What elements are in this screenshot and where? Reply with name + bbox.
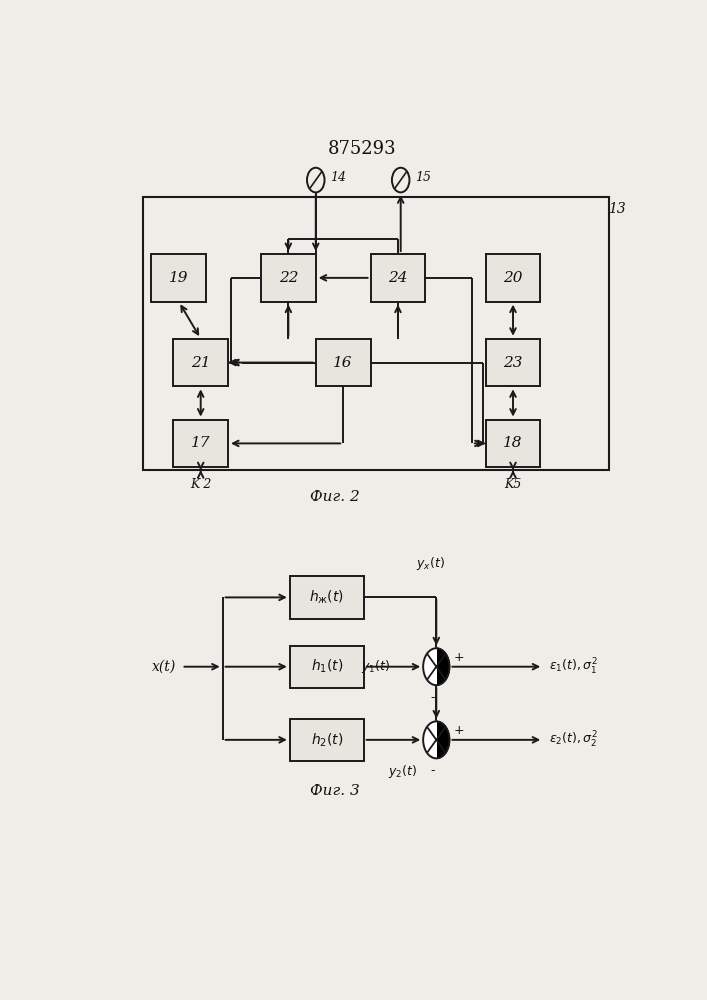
Text: 21: 21	[191, 356, 211, 370]
Text: $h_1(t)$: $h_1(t)$	[310, 658, 343, 675]
Text: 19: 19	[169, 271, 189, 285]
Text: 22: 22	[279, 271, 298, 285]
Polygon shape	[436, 648, 450, 685]
Text: $y_2(t)$: $y_2(t)$	[388, 763, 418, 780]
Text: 15: 15	[415, 171, 431, 184]
Text: +: +	[454, 651, 464, 664]
Bar	[316, 339, 370, 386]
Bar	[290, 646, 363, 688]
Text: 23: 23	[503, 356, 522, 370]
Text: K 2: K 2	[190, 478, 211, 491]
Text: K5: K5	[504, 478, 522, 491]
Bar	[370, 254, 426, 302]
Bar	[173, 420, 228, 467]
Text: $y_x(t)$: $y_x(t)$	[416, 555, 445, 572]
Polygon shape	[423, 721, 436, 758]
Text: $y_1(t)$: $y_1(t)$	[361, 658, 390, 675]
Bar	[486, 254, 540, 302]
Text: 20: 20	[503, 271, 522, 285]
Text: 14: 14	[330, 171, 346, 184]
Polygon shape	[436, 721, 450, 758]
Bar	[290, 719, 363, 761]
Bar	[486, 339, 540, 386]
Text: $h_\mathit{\text{ж}}(t)$: $h_\mathit{\text{ж}}(t)$	[309, 589, 344, 606]
Text: 18: 18	[503, 436, 522, 450]
Text: x(t): x(t)	[152, 660, 176, 674]
Text: 17: 17	[191, 436, 211, 450]
Bar	[151, 254, 206, 302]
Text: 13: 13	[608, 202, 626, 216]
Polygon shape	[423, 648, 436, 685]
Text: -: -	[430, 691, 435, 704]
Text: 875293: 875293	[328, 140, 397, 158]
Bar	[486, 420, 540, 467]
Text: Фиг. 2: Фиг. 2	[310, 490, 360, 504]
Bar	[290, 576, 363, 619]
Text: 16: 16	[334, 356, 353, 370]
Text: -: -	[430, 764, 435, 777]
Text: Фиг. 3: Фиг. 3	[310, 784, 360, 798]
Text: $\varepsilon_2(t),\sigma_2^2$: $\varepsilon_2(t),\sigma_2^2$	[549, 730, 597, 750]
Bar	[173, 339, 228, 386]
Text: +: +	[454, 724, 464, 737]
Text: $h_2(t)$: $h_2(t)$	[310, 731, 343, 749]
Bar	[261, 254, 316, 302]
Text: 24: 24	[388, 271, 408, 285]
Bar	[144, 197, 609, 470]
Text: $\varepsilon_1(t),\sigma_1^2$: $\varepsilon_1(t),\sigma_1^2$	[549, 657, 597, 677]
